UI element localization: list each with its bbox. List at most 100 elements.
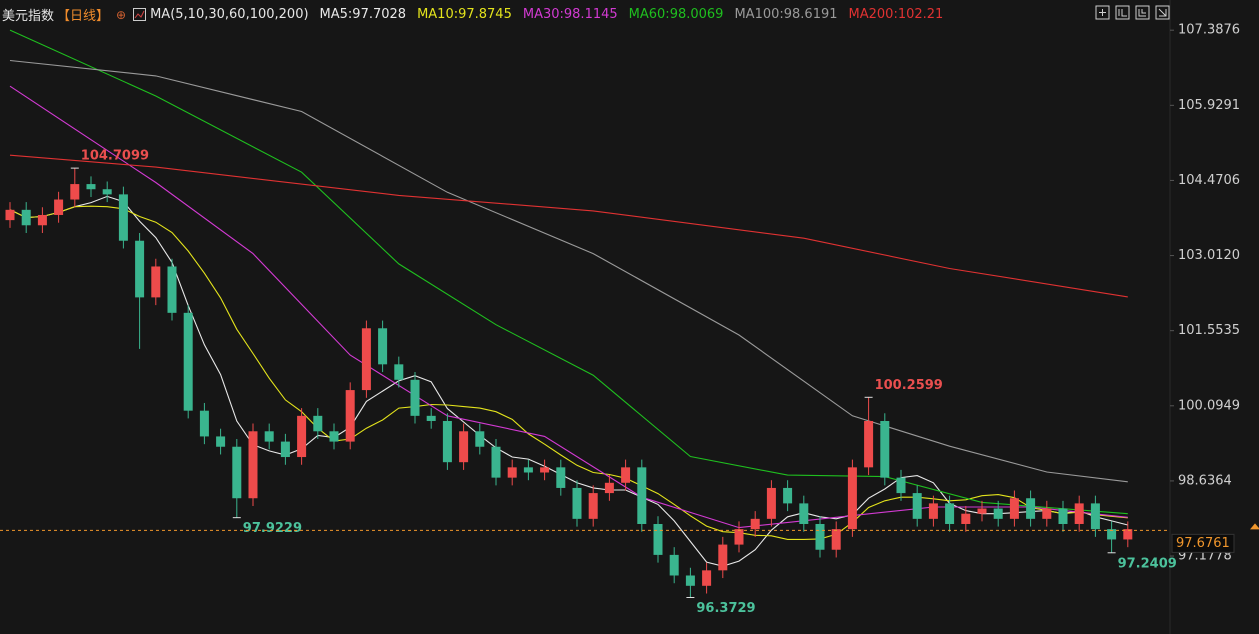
candle-body [685, 575, 695, 586]
legend-entry: MA5:97.7028 [319, 7, 407, 22]
last-price-label: 97.6761 [1176, 536, 1230, 551]
candle-body [945, 503, 955, 524]
candle-body [912, 493, 922, 519]
y-tick-label: 105.9291 [1178, 98, 1240, 113]
y-tick-label: 104.4706 [1178, 173, 1240, 188]
candle-body [459, 431, 469, 463]
annotation-label: 96.3729 [696, 601, 755, 616]
legend-entry: MA200:102.21 [848, 7, 944, 22]
candle-body [5, 209, 15, 221]
candle-body [1107, 529, 1117, 540]
icon[interactable] [1155, 5, 1170, 20]
candle-body [183, 312, 193, 411]
candle-body [864, 420, 874, 468]
title: 美元指数 [2, 9, 55, 24]
candle-body [669, 554, 679, 576]
candle-body [361, 328, 371, 391]
icon[interactable] [1135, 5, 1150, 20]
candle-body [653, 523, 663, 555]
candle-body [264, 431, 274, 442]
candle-body [604, 482, 614, 494]
candle-body [1009, 498, 1019, 519]
candle-body [378, 328, 388, 365]
candle-body [831, 529, 841, 550]
candle-body [118, 194, 128, 241]
legend-entry: MA60:98.0069 [628, 7, 724, 22]
candle-body [491, 446, 501, 478]
y-tick-label: 107.3876 [1178, 23, 1240, 38]
candle-body [799, 503, 809, 524]
y-tick-label: 98.6364 [1178, 473, 1232, 488]
candle-body [540, 467, 550, 473]
candle-body [880, 420, 890, 478]
candle-body [1123, 529, 1133, 540]
candle-body [1058, 508, 1068, 524]
candle-body [21, 209, 31, 226]
candle-body [216, 436, 226, 447]
candle-body [1042, 508, 1052, 519]
candle-body [426, 415, 436, 421]
candle-body [280, 441, 290, 458]
icon[interactable] [1115, 5, 1130, 20]
period[interactable]: 【日线】 [57, 9, 110, 24]
candle-body [232, 446, 242, 499]
candle-body [151, 266, 161, 298]
candle-body [54, 199, 64, 215]
candle-body [475, 431, 485, 447]
y-tick-label: 100.0949 [1178, 398, 1240, 413]
ma-line [9, 59, 1128, 483]
annotation-label: 104.7099 [81, 149, 149, 164]
candle-body [977, 508, 987, 514]
toolbar-icons [1095, 5, 1170, 20]
ma-line [9, 154, 1128, 298]
candle-body [572, 487, 582, 519]
y-tick-label: 103.0120 [1178, 248, 1240, 263]
candle-body [637, 467, 647, 524]
header: 美元指数 【日线】 ⊕ MA(5,10,30,60,100,200) MA5:9… [2, 5, 943, 24]
ma-line [9, 195, 1128, 567]
candle-body [248, 431, 258, 499]
candle-body [556, 467, 566, 488]
ma-line [9, 29, 1128, 515]
candle-body [766, 487, 776, 519]
y-tick-label: 101.5535 [1178, 323, 1240, 338]
annotation-label: 100.2599 [875, 378, 943, 393]
candle-body [928, 503, 938, 519]
candle-body [702, 570, 712, 586]
candle-body [1090, 503, 1100, 530]
candle-body [815, 523, 825, 550]
indicator: MA(5,10,30,60,100,200) [150, 7, 309, 22]
candle-body [507, 467, 517, 478]
candle-body [345, 390, 355, 442]
last-price-marker [1250, 523, 1259, 530]
add-icon[interactable]: ⊕ [116, 7, 127, 22]
icon[interactable] [1095, 5, 1110, 20]
annotation-label: 97.2409 [1118, 556, 1177, 571]
legend-entry: MA30:98.1145 [522, 7, 618, 22]
candle-body [961, 513, 971, 524]
candle-body [734, 529, 744, 545]
candle-body [1026, 498, 1036, 519]
annotation-label: 97.9229 [243, 521, 302, 536]
candle-body [442, 420, 452, 463]
candle-body [167, 266, 177, 313]
candle-body [993, 508, 1003, 519]
candle-body [750, 518, 760, 530]
candle-body [102, 189, 112, 195]
candle-body [1074, 503, 1084, 524]
candle-body [135, 240, 145, 298]
candle-body [410, 379, 420, 416]
candle-body [588, 493, 598, 519]
ma-line [9, 205, 1128, 540]
candle-body [783, 487, 793, 504]
candle-body [394, 364, 404, 380]
candle-body [847, 467, 857, 530]
candle-body [70, 184, 80, 200]
candle-body [37, 214, 47, 226]
candle-body [313, 415, 323, 432]
legend-entry: MA10:97.8745 [417, 7, 512, 22]
candle-body [896, 477, 906, 494]
